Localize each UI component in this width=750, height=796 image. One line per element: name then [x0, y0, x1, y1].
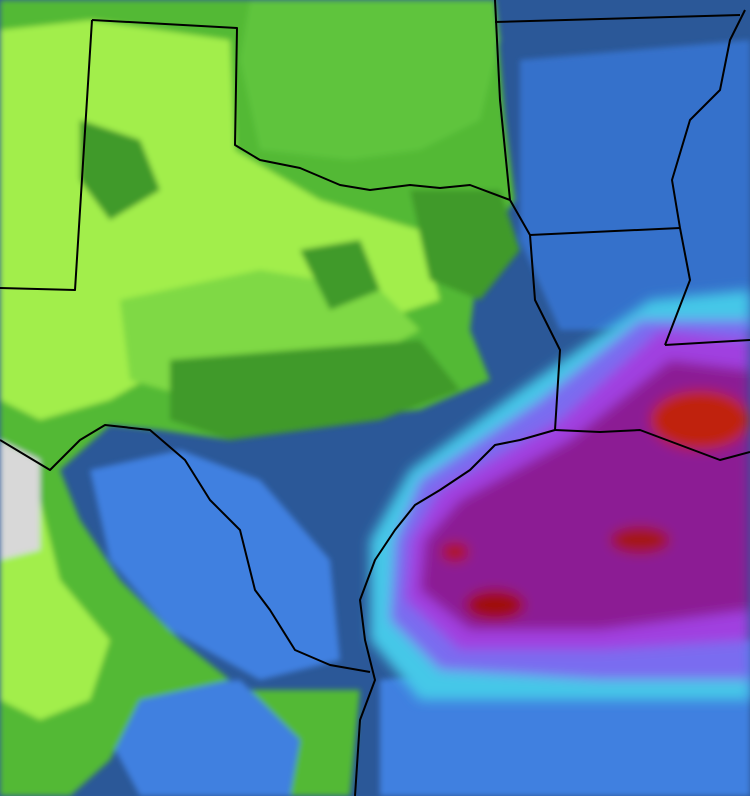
blue-zone	[520, 40, 750, 330]
state-border	[671, 9, 746, 229]
dark-green-zone	[170, 340, 460, 440]
heavy-precip	[370, 290, 750, 700]
state-border	[0, 19, 93, 291]
state-border	[664, 227, 691, 346]
state-border	[494, 0, 511, 201]
green-zone	[0, 0, 500, 160]
dark-green-zone	[300, 240, 380, 310]
red-zone	[441, 542, 469, 562]
state-border	[664, 339, 750, 346]
dark-green-zone	[80, 120, 160, 220]
state-border	[91, 19, 531, 236]
state-border	[529, 227, 681, 236]
blue-zone	[110, 680, 300, 796]
state-border	[529, 234, 561, 431]
dark-green-zone	[410, 190, 520, 300]
red-zone	[650, 390, 750, 450]
state-border	[494, 14, 741, 23]
red-zone	[610, 526, 670, 554]
no-data-zone	[0, 440, 40, 560]
coastline	[554, 429, 750, 461]
light-green-zone	[0, 500, 110, 720]
red-zone	[465, 589, 525, 621]
coastline	[354, 429, 556, 796]
green-zone	[250, 690, 360, 796]
international-border	[0, 424, 371, 673]
